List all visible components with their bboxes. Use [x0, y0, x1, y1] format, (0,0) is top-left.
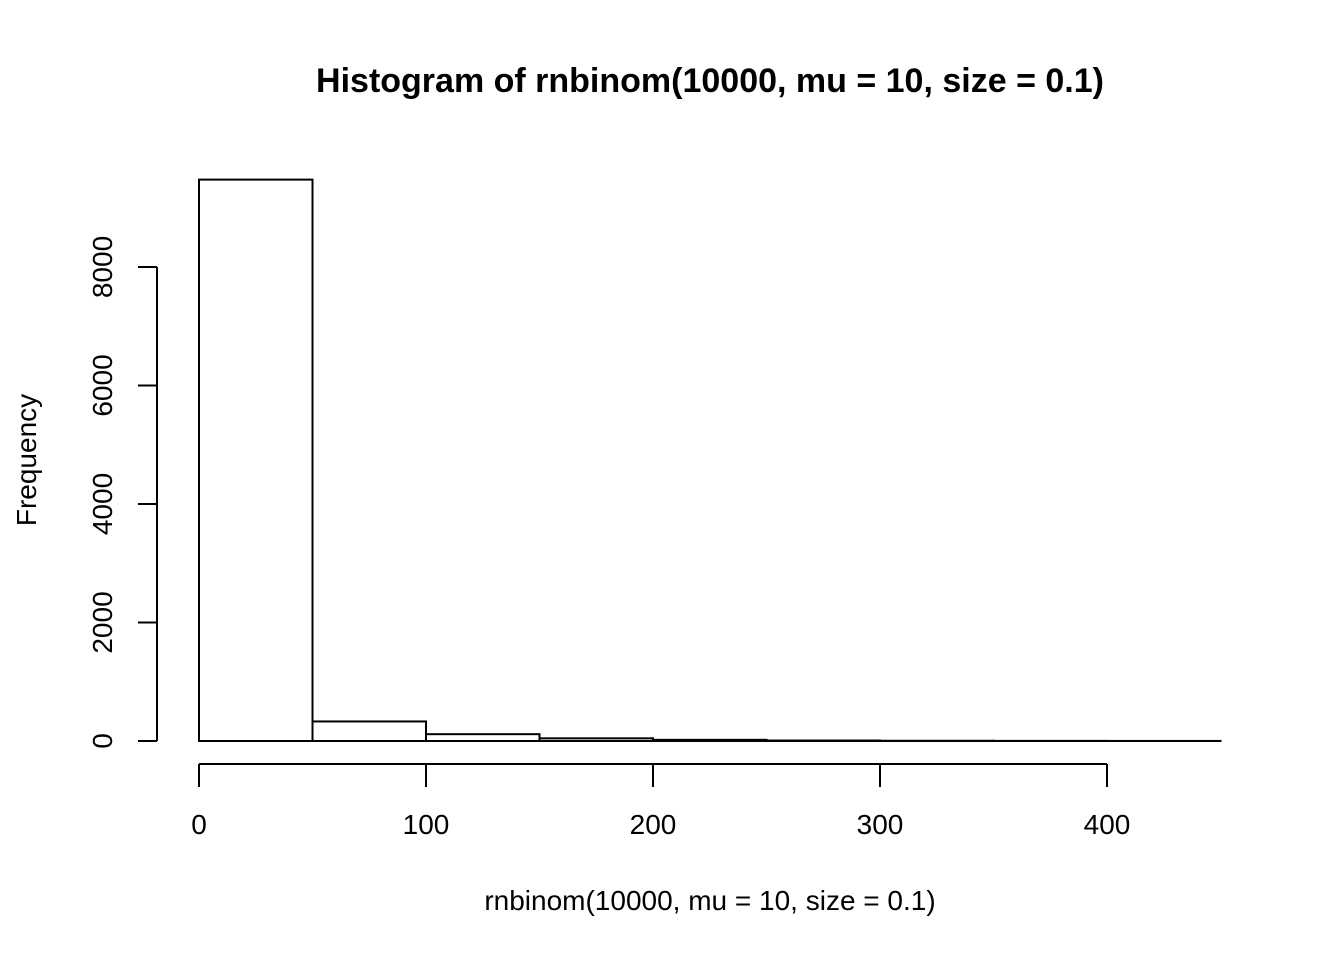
- histogram-bar: [538, 737, 654, 742]
- y-tick-label: 4000: [87, 473, 118, 535]
- histogram-bar: [311, 720, 427, 743]
- y-tick-label: 2000: [87, 591, 118, 653]
- chart-title: Histogram of rnbinom(10000, mu = 10, siz…: [316, 62, 1104, 100]
- x-tick-label: 200: [630, 809, 677, 840]
- x-tick-label: 0: [191, 809, 207, 840]
- x-tick-label: 100: [403, 809, 450, 840]
- x-tick-label: 400: [1084, 809, 1131, 840]
- histogram-bar: [198, 178, 314, 742]
- bars-group: [198, 178, 1222, 743]
- x-axis-label: rnbinom(10000, mu = 10, size = 0.1): [484, 885, 935, 916]
- y-axis-label: Frequency: [11, 394, 42, 526]
- histogram-bar: [652, 738, 768, 743]
- y-tick-label: 6000: [87, 354, 118, 416]
- y-tick-label: 8000: [87, 236, 118, 298]
- y-tick-label: 0: [87, 733, 118, 749]
- x-tick-label: 300: [857, 809, 904, 840]
- histogram-bar: [425, 733, 541, 743]
- x-axis: 0 100 200 300 400: [191, 763, 1131, 840]
- y-axis: 0 2000 4000 6000 8000: [87, 236, 158, 749]
